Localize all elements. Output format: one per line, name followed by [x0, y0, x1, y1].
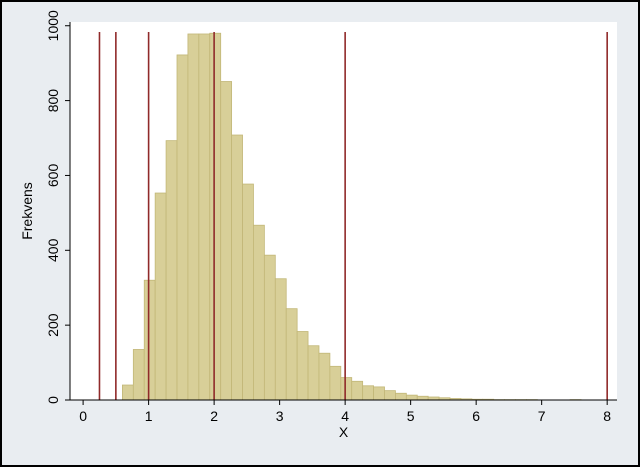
y-tick-label: 0	[45, 396, 61, 404]
histogram-bar	[351, 380, 364, 401]
axes-group: 0 1 2 3 4 5 6 7 8 0 200 400 600 800 1000	[45, 10, 617, 424]
histogram-bar	[340, 377, 353, 401]
histogram-bar	[318, 352, 331, 401]
vertical-lines-group	[98, 32, 608, 400]
histogram-bar	[395, 392, 407, 401]
histogram-bar	[187, 33, 200, 401]
histogram-bar	[296, 331, 309, 401]
histogram-bar	[154, 192, 167, 401]
histogram-bar	[253, 224, 265, 401]
x-tick-label: 8	[603, 408, 611, 424]
histogram-bar	[362, 385, 374, 401]
x-tick-label: 1	[145, 408, 153, 424]
histogram-bar	[384, 390, 396, 401]
histogram-bar	[220, 81, 233, 401]
x-tick-label: 4	[341, 408, 349, 424]
y-tick-label: 1000	[45, 10, 61, 41]
histogram-bar	[285, 308, 298, 401]
histogram-bar	[132, 349, 145, 401]
histogram-bar	[307, 345, 320, 401]
x-tick-label: 0	[79, 408, 87, 424]
histogram-bar	[165, 140, 178, 401]
histogram-bar	[198, 33, 211, 401]
y-tick-label: 400	[45, 238, 61, 262]
x-tick-label: 2	[210, 408, 218, 424]
histogram-bar	[274, 278, 287, 401]
histogram-bar	[122, 384, 134, 401]
x-axis-title: X	[339, 424, 349, 440]
x-tick-label: 7	[538, 408, 546, 424]
x-tick-label: 3	[276, 408, 284, 424]
y-tick-label: 600	[45, 164, 61, 188]
histogram-bar	[416, 395, 429, 401]
histogram-bar	[143, 279, 156, 401]
histogram-bar	[263, 254, 276, 401]
y-tick-label: 800	[45, 89, 61, 113]
histogram-bar	[231, 134, 243, 401]
histogram-bar	[373, 386, 385, 401]
y-axis-title: Frekvens	[19, 182, 35, 240]
histogram-bar	[242, 183, 254, 401]
y-tick-label: 200	[45, 313, 61, 337]
histogram-bar	[405, 394, 418, 401]
histogram-bar	[209, 32, 222, 401]
histogram-bar	[329, 365, 342, 401]
x-tick-label: 5	[407, 408, 415, 424]
histogram-bar	[176, 54, 189, 401]
x-tick-label: 6	[472, 408, 480, 424]
